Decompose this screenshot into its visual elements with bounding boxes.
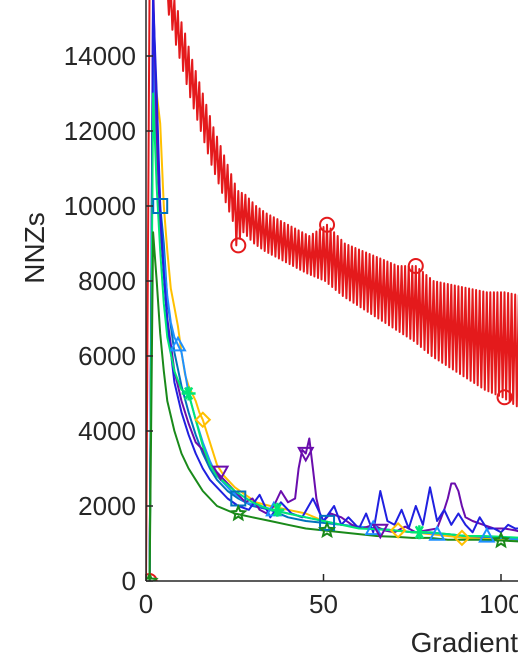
y-tick-label: 4000 [78, 416, 136, 446]
y-tick-label: 6000 [78, 341, 136, 371]
y-axis-label: NNZs [19, 212, 50, 284]
series-line-5 [148, 0, 518, 581]
series-line-7 [148, 231, 518, 581]
y-tick-label: 14000 [64, 41, 136, 71]
data-point-square [152, 198, 169, 214]
tick-layer: 0 2000 4000 6000 8000 10000 12000 14000 0 50 100 [64, 41, 518, 619]
data-point-pentagram [491, 530, 511, 549]
data-point-triangle-down [211, 465, 230, 482]
x-tick-label: 100 [479, 589, 518, 619]
data-point-pentagram [229, 503, 248, 522]
y-tick-label: 12000 [64, 116, 136, 146]
data-point-triangle-down [371, 523, 389, 540]
data-point-triangle-up [478, 526, 496, 543]
data-point-circle [496, 389, 513, 406]
y-tick-label: 8000 [78, 266, 136, 296]
series-layer [146, 0, 518, 581]
x-tick-label: 50 [309, 589, 338, 619]
data-point-circle [407, 258, 424, 274]
axes-layer [145, 0, 518, 582]
data-point-diamond [389, 521, 407, 539]
data-point-circle [230, 237, 247, 254]
data-point-asterisk [270, 502, 285, 517]
data-point-triangle-up [428, 525, 446, 541]
data-point-diamond [194, 411, 212, 429]
data-point-diamond [453, 529, 471, 547]
x-axis-label: Gradient [411, 627, 518, 658]
marker-layer [146, 198, 513, 581]
series-line-0 [146, 0, 518, 581]
data-point-pentagram [146, 571, 159, 581]
y-tick-label: 10000 [64, 191, 136, 221]
data-point-circle [319, 216, 336, 233]
y-tick-label: 2000 [78, 491, 136, 521]
x-tick-label: 0 [139, 589, 153, 619]
data-point-asterisk [412, 525, 427, 540]
series-line-4 [148, 0, 518, 581]
data-point-triangle-up [364, 519, 382, 536]
data-point-triangle-down [297, 446, 315, 463]
data-point-asterisk [181, 386, 196, 401]
data-point-square [319, 514, 336, 531]
y-tick-label: 0 [122, 566, 136, 596]
data-point-pentagram [317, 520, 337, 539]
data-point-triangle-up [169, 335, 187, 352]
